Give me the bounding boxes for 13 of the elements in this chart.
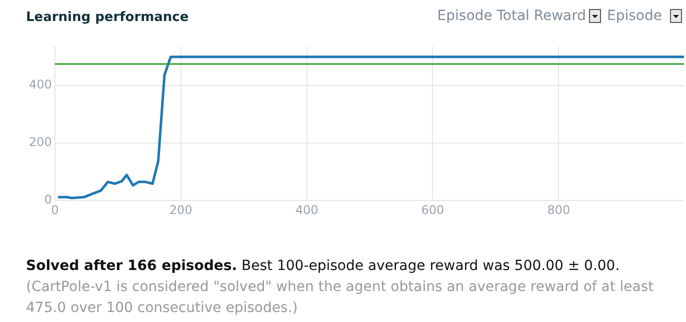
chart-title: Learning performance [26, 10, 189, 25]
x-tick-label: 400 [295, 202, 318, 217]
text: (CartPole-v1 is considered "solved" when the agent obtains an average reward of at least 475.0 over 100 consecutive episodes.) [26, 278, 655, 318]
x-tick-label: 200 [169, 202, 192, 217]
y-axis-title: Episode Total Reward [437, 8, 586, 24]
x-tick-label: 800 [547, 202, 570, 217]
y-tick-label: 400 [29, 78, 52, 92]
text: Solved after 166 episodes. [26, 258, 238, 274]
y-tick-label: 0 [44, 192, 52, 207]
text: Best 100-episode average reward was 500.00 ± 0.00. [242, 258, 620, 274]
x-axis-title: Episode [607, 8, 663, 24]
x-tick-label: 600 [421, 202, 444, 217]
y-tick-label: 200 [29, 135, 52, 150]
